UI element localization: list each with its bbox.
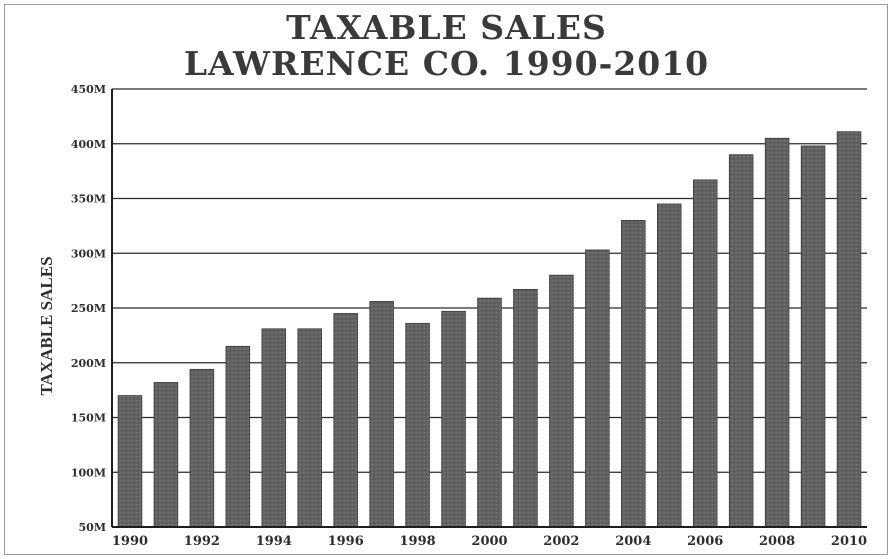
bar-2009 xyxy=(800,145,826,528)
bar-2010 xyxy=(836,131,862,528)
bar-1999 xyxy=(441,310,466,528)
y-tick-label: 100M xyxy=(71,466,106,479)
x-tick-label: 2002 xyxy=(543,534,579,549)
bar-2004 xyxy=(621,219,646,528)
axis-labels: 50M 100M 150M 200M 250M 300M 350M 400M 450M 1990 1… xyxy=(37,83,867,549)
x-tick-label: 2000 xyxy=(471,534,507,549)
x-tick-label: 1998 xyxy=(400,534,436,549)
bar-1997 xyxy=(369,301,394,528)
x-tick-label: 2008 xyxy=(759,534,795,549)
x-tick-label: 1990 xyxy=(112,534,148,549)
x-tick-label: 1994 xyxy=(256,534,292,549)
y-tick-label: 250M xyxy=(71,302,106,315)
x-tick-label: 1992 xyxy=(184,534,220,549)
y-tick-label: 50M xyxy=(79,521,106,534)
y-axis-title: TAXABLE SALES xyxy=(37,256,56,395)
y-tick-label: 350M xyxy=(71,193,106,206)
bar-1990 xyxy=(117,395,143,528)
y-tick-label: 450M xyxy=(71,83,106,96)
bar-2003 xyxy=(585,249,610,528)
bars xyxy=(117,131,862,528)
x-tick-label: 2010 xyxy=(831,534,867,549)
bar-1998 xyxy=(405,322,430,528)
bar-1992 xyxy=(189,368,215,528)
bar-1991 xyxy=(153,382,179,528)
chart-title: TAXABLE SALES xyxy=(286,8,607,47)
x-tick-label: 2006 xyxy=(687,534,723,549)
y-tick-label: 150M xyxy=(71,412,106,425)
y-tick-label: 300M xyxy=(71,247,106,260)
bar-2008 xyxy=(764,137,790,528)
bar-1994 xyxy=(261,328,287,528)
bar-2001 xyxy=(513,288,538,528)
x-tick-label: 1996 xyxy=(328,534,364,549)
axes xyxy=(111,89,867,528)
bar-2006 xyxy=(692,179,718,528)
bar-1995 xyxy=(297,328,323,528)
x-tick-label: 2004 xyxy=(615,534,651,549)
bar-2005 xyxy=(656,203,682,528)
y-tick-label: 400M xyxy=(71,138,106,151)
bar-1996 xyxy=(333,313,358,528)
bar-2002 xyxy=(549,274,574,528)
chart-subtitle: LAWRENCE CO. 1990-2010 xyxy=(183,44,710,83)
bar-1993 xyxy=(225,345,251,528)
y-tick-label: 200M xyxy=(71,357,106,370)
bar-2000 xyxy=(477,297,502,528)
bar-2007 xyxy=(728,154,754,528)
